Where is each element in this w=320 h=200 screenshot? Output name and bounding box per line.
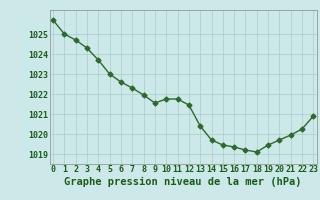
X-axis label: Graphe pression niveau de la mer (hPa): Graphe pression niveau de la mer (hPa) (64, 177, 302, 187)
